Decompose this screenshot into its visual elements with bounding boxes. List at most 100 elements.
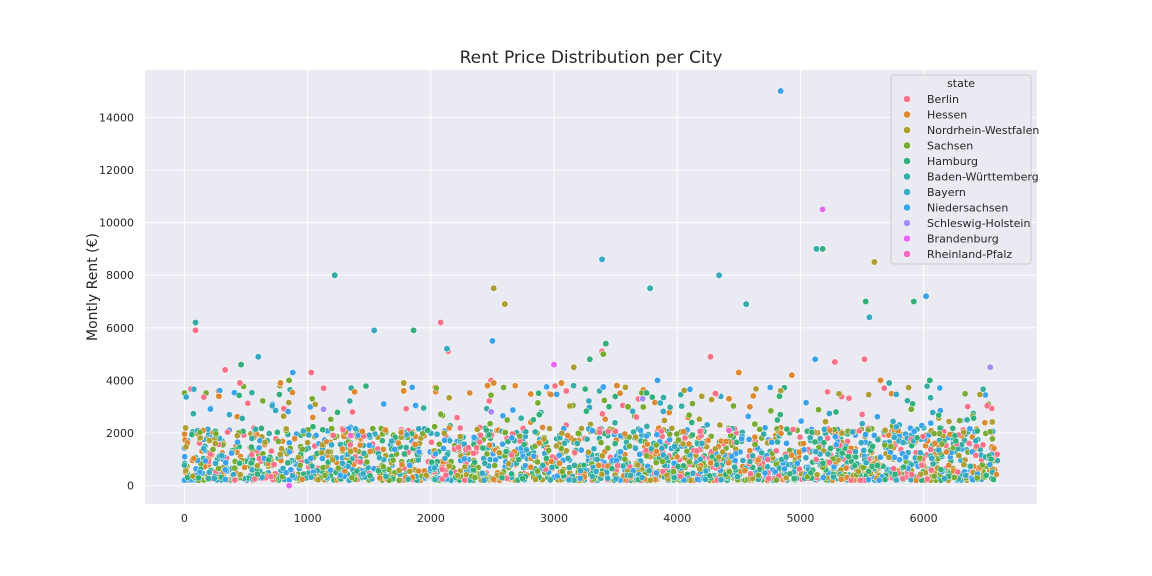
dense-point	[741, 467, 749, 474]
dense-point	[275, 438, 282, 445]
dense-point	[432, 384, 440, 392]
dense-point	[508, 434, 516, 442]
dense-point	[862, 459, 870, 467]
dense-point	[210, 475, 218, 482]
dense-point	[653, 431, 661, 439]
dense-point	[598, 470, 606, 478]
dense-point	[415, 467, 423, 475]
dense-point	[546, 425, 553, 432]
data-point	[535, 411, 543, 419]
data-point	[191, 318, 200, 327]
dense-point	[318, 449, 326, 457]
dense-point	[711, 445, 719, 453]
dense-point	[685, 458, 693, 466]
dense-point	[790, 475, 798, 482]
dense-point	[813, 471, 821, 479]
dense-point	[685, 440, 693, 448]
dense-point	[221, 466, 229, 474]
data-point	[811, 355, 819, 363]
dense-point	[632, 444, 639, 452]
data-point	[907, 405, 915, 413]
dense-point	[854, 468, 862, 475]
dense-point	[605, 403, 613, 411]
dense-point	[347, 448, 354, 455]
dense-point	[501, 429, 509, 436]
legend-label: Sachsen	[927, 140, 973, 153]
dense-point	[205, 475, 212, 482]
dense-point	[918, 422, 926, 429]
dense-point	[456, 424, 464, 432]
dense-point	[265, 430, 273, 437]
dense-point	[646, 476, 654, 484]
dense-point	[234, 438, 241, 446]
dense-point	[485, 397, 493, 405]
dense-point	[881, 426, 889, 434]
dense-point	[851, 462, 859, 470]
y-tick-label: 14000	[99, 111, 134, 124]
dense-point	[698, 440, 706, 447]
dense-point	[401, 450, 408, 458]
dense-point	[945, 461, 953, 469]
dense-point	[643, 389, 650, 397]
dense-point	[375, 467, 382, 475]
dense-point	[298, 445, 306, 453]
dense-point	[734, 473, 741, 480]
data-point	[347, 432, 355, 440]
dense-point	[681, 434, 689, 442]
legend-marker	[903, 203, 911, 212]
dense-point	[527, 463, 535, 471]
dense-point	[604, 428, 612, 435]
dense-point	[643, 452, 651, 460]
dense-point	[938, 440, 946, 448]
y-tick-label: 12000	[99, 164, 134, 177]
data-point	[215, 392, 223, 400]
dense-point	[874, 462, 881, 469]
dense-point	[962, 471, 970, 479]
data-point	[370, 326, 378, 335]
dense-point	[556, 460, 563, 467]
dense-point	[453, 414, 461, 421]
dense-point	[931, 440, 939, 447]
dense-point	[875, 476, 883, 484]
data-point	[501, 300, 509, 308]
legend-marker	[903, 234, 911, 243]
data-point	[746, 403, 754, 411]
data-point	[715, 271, 723, 279]
dense-point	[917, 470, 924, 478]
dense-point	[870, 432, 878, 439]
dense-point	[248, 443, 255, 451]
dense-point	[899, 439, 907, 446]
dense-point	[889, 418, 897, 425]
dense-point	[634, 461, 642, 469]
dense-point	[532, 476, 539, 483]
x-tick-label: 3000	[540, 512, 568, 525]
y-tick-label: 8000	[106, 269, 134, 282]
dense-point	[356, 441, 364, 449]
dense-point	[845, 394, 853, 402]
dense-point	[913, 434, 921, 442]
dense-point	[698, 392, 706, 400]
y-axis-title: Montly Rent (€)	[85, 233, 101, 341]
dense-point	[774, 416, 781, 424]
dense-point	[441, 455, 449, 462]
dense-point	[352, 425, 359, 433]
data-point	[646, 284, 654, 292]
data-point	[331, 271, 339, 279]
dense-point	[470, 434, 478, 441]
dense-point	[190, 455, 198, 462]
dense-point	[683, 447, 691, 455]
dense-point	[487, 391, 495, 399]
legend-marker	[903, 219, 911, 227]
dense-point	[585, 397, 593, 405]
legend-marker	[903, 172, 911, 181]
dense-point	[500, 384, 507, 391]
data-point	[557, 379, 566, 387]
dense-point	[950, 474, 958, 481]
data-point	[488, 337, 497, 345]
dense-point	[519, 475, 526, 482]
dense-point	[254, 470, 261, 478]
dense-point	[321, 472, 329, 479]
dense-point	[379, 463, 387, 471]
dense-point	[517, 414, 525, 422]
dense-point	[990, 476, 997, 483]
